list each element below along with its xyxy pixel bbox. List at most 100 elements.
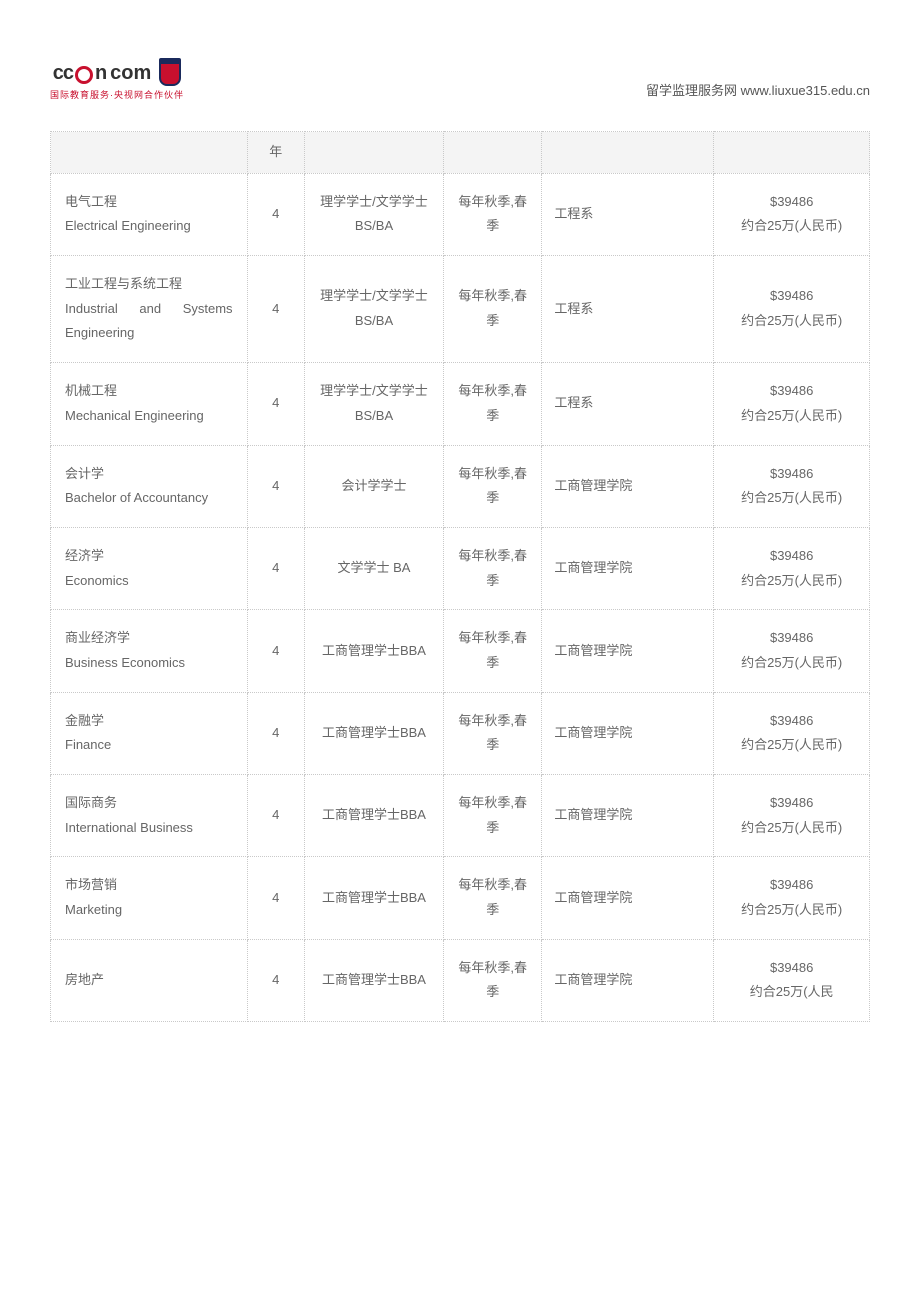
fee-cell: $39486约合25万(人民币) xyxy=(714,445,870,527)
program-name-cell: 金融学Finance xyxy=(51,692,248,774)
program-name-en: Finance xyxy=(65,733,233,758)
department-cell: 工商管理学院 xyxy=(542,610,714,692)
program-name-cell: 市场营销Marketing xyxy=(51,857,248,939)
program-name-cell: 房地产 xyxy=(51,939,248,1021)
program-name-en: Electrical Engineering xyxy=(65,214,233,239)
program-name-en: Bachelor of Accountancy xyxy=(65,486,233,511)
intake-cell: 每年秋季,春季 xyxy=(444,775,542,857)
fee-rmb: 约合25万(人民 xyxy=(724,980,859,1005)
department-cell: 工商管理学院 xyxy=(542,527,714,609)
program-name-en: International Business xyxy=(65,816,233,841)
duration-cell: 4 xyxy=(247,857,304,939)
fee-rmb: 约合25万(人民币) xyxy=(724,898,859,923)
program-name-cell: 工业工程与系统工程Industrial and Systems Engineer… xyxy=(51,256,248,363)
fee-usd: $39486 xyxy=(724,284,859,309)
fee-rmb: 约合25万(人民币) xyxy=(724,486,859,511)
logo-globe-icon xyxy=(75,66,93,84)
logo-block: cc n com 国际教育服务·央视网合作伙伴 xyxy=(50,60,184,101)
table-row: 商业经济学Business Economics4工商管理学士BBA每年秋季,春季… xyxy=(51,610,870,692)
duration-cell: 4 xyxy=(247,692,304,774)
degree-cell: 文学学士 BA xyxy=(304,527,443,609)
department-cell: 工程系 xyxy=(542,256,714,363)
degree-cell: 工商管理学士BBA xyxy=(304,857,443,939)
shield-icon xyxy=(159,60,181,86)
duration-cell: 4 xyxy=(247,939,304,1021)
department-cell: 工商管理学院 xyxy=(542,775,714,857)
fee-cell: $39486约合25万(人民币) xyxy=(714,363,870,445)
department-cell: 工商管理学院 xyxy=(542,692,714,774)
logo-text-right: com xyxy=(110,62,151,85)
program-name-cn: 机械工程 xyxy=(65,379,233,404)
fee-usd: $39486 xyxy=(724,791,859,816)
degree-cell: 工商管理学士BBA xyxy=(304,939,443,1021)
intake-cell: 每年秋季,春季 xyxy=(444,939,542,1021)
department-cell: 工商管理学院 xyxy=(542,939,714,1021)
header-cell-year: 年 xyxy=(247,132,304,174)
fee-cell: $39486约合25万(人民币) xyxy=(714,775,870,857)
department-cell: 工程系 xyxy=(542,363,714,445)
program-name-cn: 市场营销 xyxy=(65,873,233,898)
degree-cell: 理学学士/文学学士 BS/BA xyxy=(304,173,443,255)
intake-cell: 每年秋季,春季 xyxy=(444,610,542,692)
programs-table: 年 电气工程Electrical Engineering4理学学士/文学学士 B… xyxy=(50,131,870,1022)
department-cell: 工程系 xyxy=(542,173,714,255)
program-name-cell: 商业经济学Business Economics xyxy=(51,610,248,692)
fee-cell: $39486约合25万(人民币) xyxy=(714,857,870,939)
intake-cell: 每年秋季,春季 xyxy=(444,527,542,609)
table-header-row: 年 xyxy=(51,132,870,174)
fee-rmb: 约合25万(人民币) xyxy=(724,651,859,676)
fee-usd: $39486 xyxy=(724,462,859,487)
duration-cell: 4 xyxy=(247,527,304,609)
degree-cell: 工商管理学士BBA xyxy=(304,610,443,692)
table-row: 房地产 4工商管理学士BBA每年秋季,春季工商管理学院$39486约合25万(人民 xyxy=(51,939,870,1021)
fee-cell: $39486约合25万(人民币) xyxy=(714,527,870,609)
degree-cell: 理学学士/文学学士 BS/BA xyxy=(304,363,443,445)
degree-cell: 工商管理学士BBA xyxy=(304,692,443,774)
duration-cell: 4 xyxy=(247,445,304,527)
program-name-cell: 会计学Bachelor of Accountancy xyxy=(51,445,248,527)
logo-subtext: 国际教育服务·央视网合作伙伴 xyxy=(50,88,184,101)
fee-rmb: 约合25万(人民币) xyxy=(724,214,859,239)
logo-row: cc n com xyxy=(53,60,182,86)
program-name-cn: 电气工程 xyxy=(65,190,233,215)
program-name-cn: 房地产 xyxy=(65,968,233,993)
program-name-cell: 电气工程Electrical Engineering xyxy=(51,173,248,255)
intake-cell: 每年秋季,春季 xyxy=(444,857,542,939)
program-name-en: Industrial and Systems Engineering xyxy=(65,297,233,346)
program-name-cell: 经济学Economics xyxy=(51,527,248,609)
intake-cell: 每年秋季,春季 xyxy=(444,173,542,255)
header-cell-empty-4 xyxy=(542,132,714,174)
degree-cell: 工商管理学士BBA xyxy=(304,775,443,857)
fee-rmb: 约合25万(人民币) xyxy=(724,816,859,841)
duration-cell: 4 xyxy=(247,363,304,445)
degree-cell: 理学学士/文学学士 BS/BA xyxy=(304,256,443,363)
fee-rmb: 约合25万(人民币) xyxy=(724,569,859,594)
duration-cell: 4 xyxy=(247,256,304,363)
header-cell-empty-5 xyxy=(714,132,870,174)
fee-cell: $39486约合25万(人民币) xyxy=(714,692,870,774)
intake-cell: 每年秋季,春季 xyxy=(444,692,542,774)
intake-cell: 每年秋季,春季 xyxy=(444,445,542,527)
fee-usd: $39486 xyxy=(724,544,859,569)
program-name-cell: 机械工程Mechanical Engineering xyxy=(51,363,248,445)
duration-cell: 4 xyxy=(247,775,304,857)
logo-text-left: cc xyxy=(53,62,73,85)
department-cell: 工商管理学院 xyxy=(542,445,714,527)
fee-usd: $39486 xyxy=(724,626,859,651)
table-row: 工业工程与系统工程Industrial and Systems Engineer… xyxy=(51,256,870,363)
logo-text-mid: n xyxy=(95,62,106,85)
table-row: 金融学Finance4工商管理学士BBA每年秋季,春季工商管理学院$39486约… xyxy=(51,692,870,774)
fee-rmb: 约合25万(人民币) xyxy=(724,309,859,334)
fee-cell: $39486约合25万(人民币) xyxy=(714,173,870,255)
degree-cell: 会计学学士 xyxy=(304,445,443,527)
fee-rmb: 约合25万(人民币) xyxy=(724,733,859,758)
table-row: 国际商务International Business4工商管理学士BBA每年秋季… xyxy=(51,775,870,857)
fee-cell: $39486约合25万(人民 xyxy=(714,939,870,1021)
table-row: 市场营销Marketing4工商管理学士BBA每年秋季,春季工商管理学院$394… xyxy=(51,857,870,939)
program-name-cell: 国际商务International Business xyxy=(51,775,248,857)
program-name-cn: 会计学 xyxy=(65,462,233,487)
program-name-en: Economics xyxy=(65,569,233,594)
intake-cell: 每年秋季,春季 xyxy=(444,363,542,445)
header-cell-empty-1 xyxy=(51,132,248,174)
department-cell: 工商管理学院 xyxy=(542,857,714,939)
